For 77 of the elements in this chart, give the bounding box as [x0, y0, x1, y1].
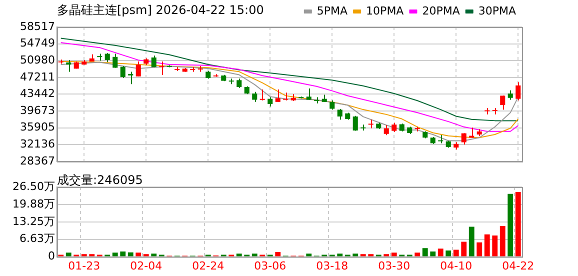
bar — [391, 252, 397, 256]
x-tick-label: 01-23 — [68, 259, 100, 272]
candlestick — [128, 71, 134, 85]
bar — [500, 226, 506, 256]
y-tick-label: 54749 — [20, 36, 55, 50]
y-tick-label: 43442 — [20, 87, 55, 100]
bar — [337, 254, 343, 256]
candlestick — [252, 91, 258, 102]
candlestick — [112, 53, 118, 68]
bar — [476, 242, 482, 256]
legend-label: 20PMA — [422, 4, 460, 18]
chart-title: 成交量:246095 — [57, 172, 143, 189]
x-tick-label: 04-10 — [440, 259, 472, 272]
legend-label: 30PMA — [478, 4, 516, 18]
x-tick-label: 04-22 — [502, 259, 534, 272]
candlestick — [104, 52, 110, 63]
y-tick-label: 50980 — [20, 53, 55, 66]
candlestick — [330, 100, 335, 110]
candlestick — [337, 108, 342, 120]
bar — [430, 252, 436, 256]
bar — [446, 250, 452, 256]
legend-label: 5PMA — [316, 4, 348, 18]
bar — [484, 234, 490, 256]
y-tick-label: 32136 — [20, 137, 55, 150]
x-tick-label: 03-18 — [316, 259, 348, 272]
y-tick-label: 39673 — [20, 104, 55, 117]
bar — [120, 252, 126, 256]
bar — [422, 248, 428, 256]
candlestick — [368, 119, 374, 129]
legend-label: 10PMA — [366, 4, 404, 18]
bar — [508, 194, 514, 256]
y-tick-label: 0 — [48, 250, 55, 263]
candlestick — [352, 115, 358, 132]
candlestick — [260, 88, 265, 101]
bar — [492, 235, 498, 256]
candlestick — [516, 82, 521, 101]
bar — [453, 250, 459, 256]
bar — [461, 242, 467, 256]
bar — [438, 248, 444, 256]
y-tick-label: 19.88万 — [12, 197, 55, 210]
bar — [515, 192, 521, 256]
candlestick — [392, 122, 397, 133]
candlestick — [384, 124, 389, 136]
candlestick — [500, 95, 506, 110]
bar — [112, 252, 118, 256]
candlestick — [236, 78, 242, 88]
candlestick — [159, 60, 164, 76]
x-tick-label: 02-04 — [130, 259, 162, 272]
bar — [306, 254, 312, 256]
candlestick — [66, 59, 72, 72]
bar — [414, 252, 420, 256]
candlestick — [268, 96, 273, 108]
candlestick — [275, 88, 280, 102]
candlestick — [283, 92, 288, 101]
y-tick-label: 6.63万 — [20, 232, 55, 246]
x-tick-label: 03-06 — [254, 259, 286, 272]
bar — [236, 254, 242, 256]
x-tick-label: 02-24 — [192, 259, 224, 272]
bar — [468, 226, 474, 256]
y-tick-label: 47211 — [20, 70, 55, 84]
bar — [136, 252, 142, 256]
candlestick — [136, 60, 141, 77]
bar — [352, 254, 358, 256]
y-tick-label: 28367 — [20, 154, 55, 168]
bar — [66, 252, 72, 256]
bar — [151, 254, 157, 256]
bar — [275, 252, 281, 256]
y-tick-label: 13.25万 — [12, 214, 55, 228]
x-tick-label: 03-30 — [378, 259, 410, 272]
bar — [252, 254, 258, 256]
candlestick — [508, 90, 513, 100]
y-tick-label: 58517 — [20, 20, 55, 33]
y-tick-label: 35905 — [20, 120, 55, 134]
y-tick-label: 26.50万 — [12, 180, 55, 193]
candlestick — [120, 66, 126, 78]
chart-title: 多晶硅主连[psm] 2026-04-22 15:00 — [57, 2, 264, 19]
bar — [128, 252, 134, 256]
